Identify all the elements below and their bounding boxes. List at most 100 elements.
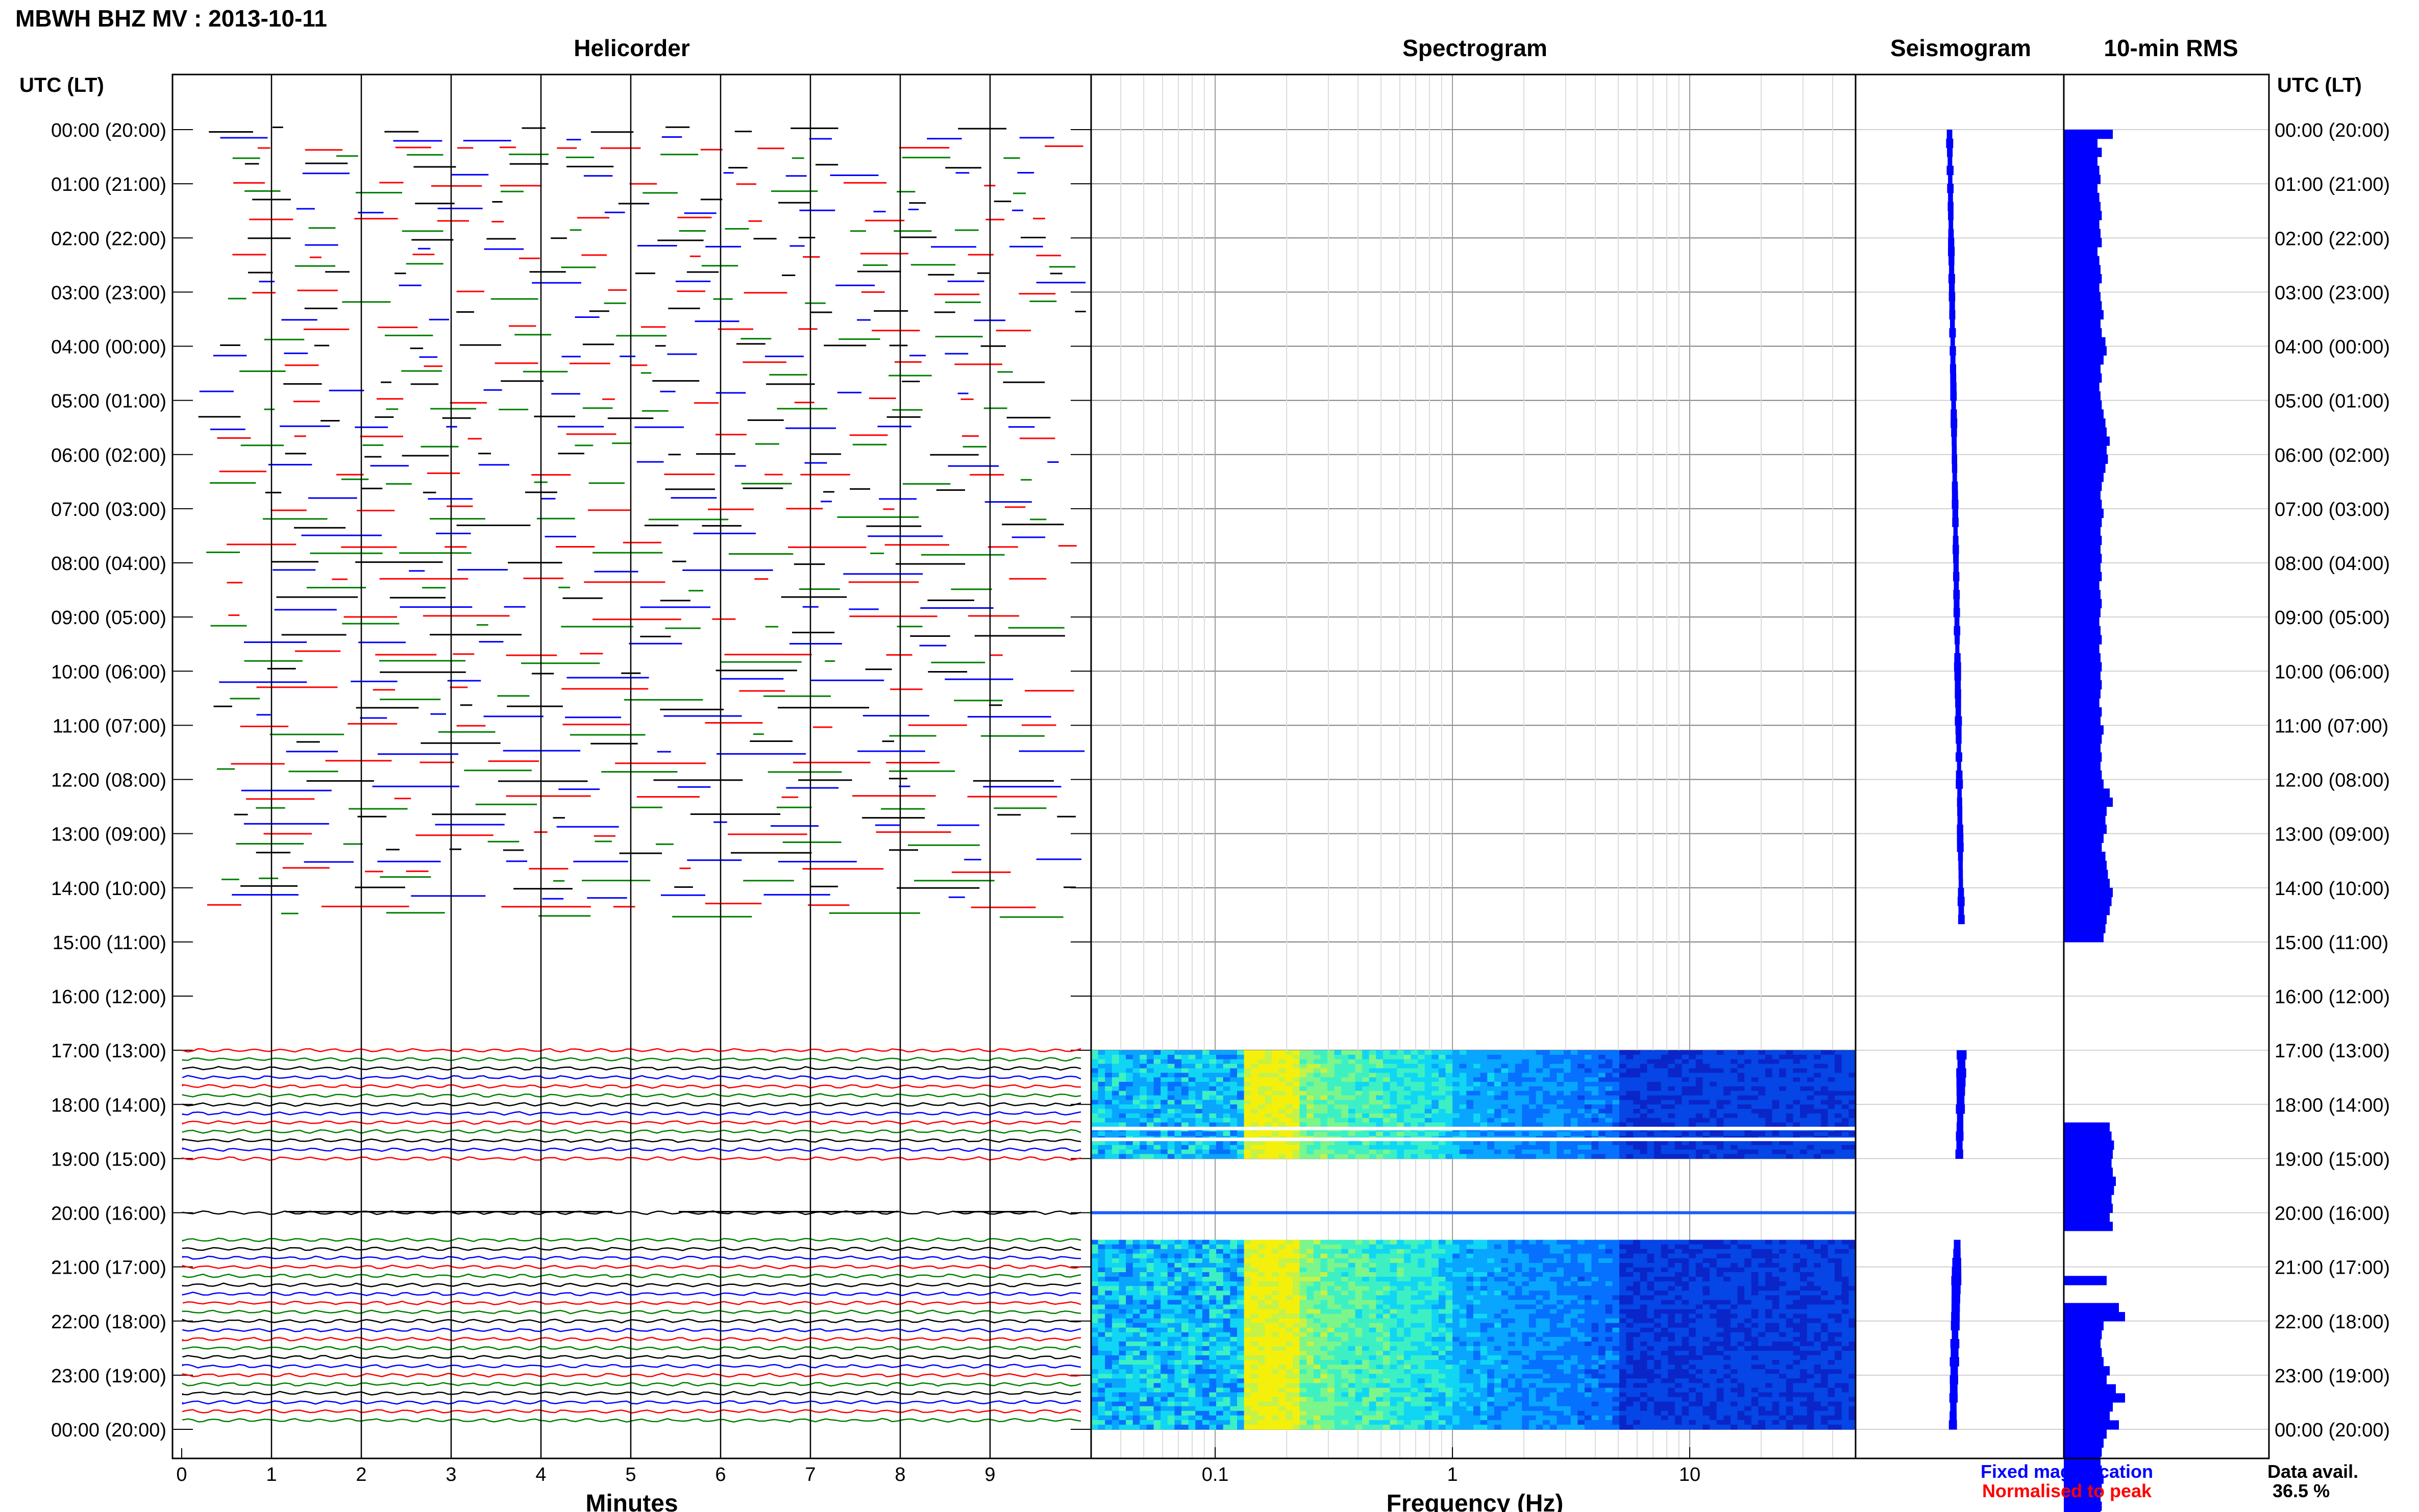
spectrogram-cell xyxy=(1473,1295,1481,1300)
spectrogram-cell xyxy=(1640,1104,1647,1109)
spectrogram-cell xyxy=(1278,1258,1286,1263)
spectrogram-cell xyxy=(1682,1090,1689,1096)
spectrogram-cell xyxy=(1466,1295,1474,1300)
spectrogram-cell xyxy=(1751,1063,1759,1069)
spectrogram-cell xyxy=(1181,1100,1189,1105)
spectrogram-cell xyxy=(1480,1068,1488,1073)
spectrogram-cell xyxy=(1313,1258,1321,1263)
spectrogram-cell xyxy=(1800,1118,1808,1123)
spectrogram-cell xyxy=(1251,1272,1258,1277)
spectrogram-cell xyxy=(1828,1253,1835,1259)
spectrogram-cell xyxy=(1265,1286,1272,1291)
spectrogram-cell xyxy=(1689,1291,1696,1296)
spectrogram-cell xyxy=(1744,1113,1752,1119)
spectrogram-cell xyxy=(1209,1291,1217,1296)
spectrogram-cell xyxy=(1112,1249,1120,1254)
spectrogram-cell xyxy=(1647,1100,1655,1105)
spectrogram-cell xyxy=(1161,1145,1168,1150)
spectrogram-cell xyxy=(1390,1262,1397,1268)
spectrogram-cell xyxy=(1466,1109,1474,1114)
spectrogram-cell xyxy=(1626,1118,1634,1123)
spectrogram-cell xyxy=(1348,1149,1356,1155)
spectrogram-cell xyxy=(1292,1154,1300,1159)
spectrogram-cell xyxy=(1216,1149,1224,1155)
spectrogram-cell xyxy=(1737,1122,1745,1127)
spectrogram-cell xyxy=(1376,1295,1384,1300)
spectrogram-cell xyxy=(1452,1149,1460,1155)
spectrogram-cell xyxy=(1091,1055,1099,1060)
spectrogram-cell xyxy=(1515,1295,1522,1300)
spectrogram-cell xyxy=(1299,1277,1307,1282)
spectrogram-cell xyxy=(1605,1281,1613,1286)
spectrogram-cell xyxy=(1257,1095,1265,1100)
spectrogram-cell xyxy=(1223,1050,1230,1055)
spectrogram-cell xyxy=(1140,1122,1147,1127)
spectrogram-cell xyxy=(1765,1249,1773,1254)
spectrogram-cell xyxy=(1438,1262,1446,1268)
spectrogram-cell xyxy=(1793,1253,1800,1259)
spectrogram-cell xyxy=(1327,1086,1335,1092)
spectrogram-cell xyxy=(1424,1095,1432,1100)
spectrogram-cell xyxy=(1765,1086,1773,1092)
spectrogram-cell xyxy=(1543,1131,1550,1136)
spectrogram-cell xyxy=(1779,1113,1787,1119)
spectrogram-cell xyxy=(1091,1050,1099,1055)
spectrogram-cell xyxy=(1161,1267,1168,1273)
spectrogram-cell xyxy=(1195,1095,1203,1100)
spectrogram-cell xyxy=(1146,1095,1154,1100)
spectrogram-cell xyxy=(1369,1277,1376,1282)
spectrogram-cell xyxy=(1424,1109,1432,1114)
spectrogram-cell xyxy=(1459,1272,1467,1277)
spectrogram-cell xyxy=(1640,1109,1647,1114)
helicorder-trace-row xyxy=(182,1418,1081,1423)
spectrogram-cell xyxy=(1584,1118,1592,1123)
spectrogram-cell xyxy=(1786,1253,1793,1259)
spectrogram-cell xyxy=(1216,1141,1224,1146)
spectrogram-cell xyxy=(1640,1059,1647,1064)
spectrogram-cell xyxy=(1251,1286,1258,1291)
spectrogram-cell xyxy=(1098,1131,1105,1136)
spectrogram-cell xyxy=(1689,1090,1696,1096)
spectrogram-cell xyxy=(1612,1109,1620,1114)
spectrogram-cell xyxy=(1835,1253,1842,1259)
spectrogram-cell xyxy=(1202,1258,1210,1263)
spectrogram-cell xyxy=(1633,1104,1641,1109)
spectrogram-cell xyxy=(1411,1267,1418,1273)
spectrogram-cell xyxy=(1841,1104,1849,1109)
spectrogram-cell xyxy=(1730,1286,1738,1291)
spectrogram-cell xyxy=(1674,1267,1683,1273)
spectrogram-cell xyxy=(1508,1286,1516,1291)
spectrogram-cell xyxy=(1730,1118,1738,1123)
spectrogram-cell xyxy=(1424,1055,1432,1060)
spectrogram-cell xyxy=(1807,1082,1814,1087)
spectrogram-cell xyxy=(1418,1118,1425,1123)
spectrogram-cell xyxy=(1730,1073,1738,1078)
spectrogram-cell xyxy=(1223,1122,1230,1127)
spectrogram-cell xyxy=(1835,1095,1842,1100)
spectrogram-cell xyxy=(1188,1131,1196,1136)
spectrogram-cell xyxy=(1577,1272,1585,1277)
spectrogram-cell xyxy=(1786,1291,1793,1296)
spectrogram-cell xyxy=(1390,1104,1397,1109)
spectrogram-cell xyxy=(1216,1277,1224,1282)
spectrogram-cell xyxy=(1841,1068,1849,1073)
spectrogram-cell xyxy=(1292,1090,1300,1096)
spectrogram-cell xyxy=(1835,1145,1842,1150)
spectrogram-cell xyxy=(1828,1100,1835,1105)
spectrogram-cell xyxy=(1570,1267,1578,1273)
spectrogram-cell xyxy=(1598,1104,1606,1109)
spectrogram-cell xyxy=(1807,1149,1814,1155)
spectrogram-cell xyxy=(1633,1131,1641,1136)
spectrogram-cell xyxy=(1543,1267,1550,1273)
spectrogram-cell xyxy=(1369,1090,1376,1096)
spectrogram-cell xyxy=(1091,1149,1099,1155)
spectrogram-cell xyxy=(1126,1258,1133,1263)
spectrogram-cell xyxy=(1612,1253,1620,1259)
spectrogram-cell xyxy=(1466,1082,1474,1087)
spectrogram-cell xyxy=(1418,1300,1425,1305)
spectrogram-cell xyxy=(1487,1262,1495,1268)
spectrogram-cell xyxy=(1536,1059,1543,1064)
spectrogram-cell xyxy=(1765,1131,1773,1136)
spectrogram-cell xyxy=(1334,1145,1342,1150)
spectrogram-cell xyxy=(1237,1086,1245,1092)
